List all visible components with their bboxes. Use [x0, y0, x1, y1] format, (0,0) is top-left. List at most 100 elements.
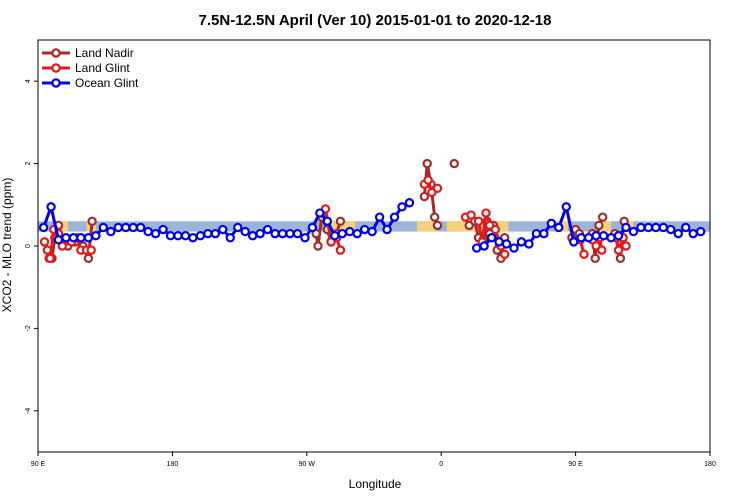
- data-point: [150, 228, 161, 239]
- data-point: [466, 210, 476, 220]
- legend-item: Ocean Glint: [42, 76, 139, 90]
- data-point: [87, 216, 97, 226]
- data-point: [322, 216, 333, 226]
- x-tick-label: 180: [704, 461, 716, 468]
- data-point: [335, 245, 346, 255]
- data-point: [681, 222, 691, 233]
- data-point: [597, 212, 608, 222]
- data-point: [432, 220, 443, 231]
- data-point: [591, 230, 601, 241]
- data-point: [531, 228, 542, 239]
- data-point: [121, 222, 131, 233]
- data-point: [432, 183, 443, 194]
- data-point: [39, 237, 50, 247]
- data-point: [367, 226, 377, 237]
- data-point: [621, 222, 631, 233]
- data-point: [597, 245, 607, 255]
- data-point: [569, 237, 579, 247]
- data-point: [83, 253, 94, 264]
- data-point: [501, 239, 512, 249]
- series-ocean-glint: [38, 198, 706, 253]
- data-point: [471, 243, 482, 253]
- x-tick-label: 90 E: [31, 461, 46, 468]
- data-point: [262, 224, 273, 235]
- data-point: [352, 228, 362, 239]
- data-point: [509, 243, 519, 253]
- data-point: [695, 226, 706, 237]
- y-tick-label: 2: [25, 162, 32, 166]
- data-point: [481, 208, 491, 218]
- data-point: [38, 222, 49, 233]
- data-point: [494, 237, 504, 247]
- data-point: [128, 222, 138, 233]
- legend-swatch-marker: [51, 78, 61, 88]
- data-point: [337, 228, 347, 239]
- legend-label: Land Nadir: [75, 46, 134, 60]
- data-point: [422, 158, 432, 169]
- data-point: [233, 222, 243, 233]
- land-region: [416, 221, 438, 232]
- data-point: [315, 208, 325, 218]
- data-point: [45, 253, 55, 264]
- data-point: [613, 245, 624, 255]
- x-tick-label: 0: [439, 461, 443, 468]
- data-point: [606, 233, 616, 243]
- data-point: [486, 233, 497, 243]
- data-point: [240, 226, 250, 237]
- data-point: [218, 224, 228, 235]
- x-axis-label: Longitude: [349, 477, 402, 491]
- data-point: [86, 245, 96, 255]
- data-point: [673, 228, 683, 239]
- data-point: [247, 230, 258, 241]
- legend-item: Land Nadir: [42, 46, 134, 60]
- legend-label: Ocean Glint: [75, 76, 139, 90]
- data-point: [561, 202, 571, 212]
- x-tick-label: 90 W: [299, 461, 316, 468]
- data-point: [397, 202, 407, 212]
- data-point: [404, 198, 415, 208]
- data-point: [490, 224, 501, 235]
- data-point: [113, 222, 123, 233]
- data-point: [374, 212, 385, 222]
- x-tick-label: 180: [167, 461, 179, 468]
- data-point: [429, 212, 440, 222]
- data-point: [76, 233, 86, 243]
- data-point: [135, 222, 146, 233]
- data-point: [180, 230, 191, 241]
- data-point: [313, 241, 323, 251]
- data-point: [598, 230, 609, 241]
- data-point: [292, 228, 303, 239]
- data-point: [98, 222, 109, 233]
- data-point: [621, 241, 631, 251]
- data-point: [576, 233, 586, 243]
- y-tick-label: -4: [25, 408, 32, 414]
- data-point: [270, 228, 280, 239]
- data-point: [143, 226, 153, 237]
- data-point: [300, 233, 310, 243]
- series-land-nadir: [44, 158, 629, 265]
- data-point: [165, 230, 176, 241]
- data-point: [579, 249, 589, 259]
- data-point: [615, 253, 626, 264]
- data-point: [613, 230, 624, 241]
- data-point: [643, 222, 654, 233]
- data-point: [419, 191, 430, 202]
- data-point: [423, 175, 433, 185]
- data-point: [539, 228, 549, 239]
- data-point: [285, 228, 295, 239]
- data-point: [651, 222, 661, 233]
- data-point: [61, 233, 71, 243]
- data-point: [590, 253, 600, 264]
- data-point: [583, 233, 594, 243]
- data-point: [53, 235, 64, 245]
- data-point: [46, 202, 56, 212]
- data-point: [255, 228, 265, 239]
- land-region: [446, 221, 509, 232]
- data-point: [594, 220, 604, 231]
- data-point: [83, 233, 94, 243]
- y-tick-label: 4: [25, 79, 32, 83]
- legend-label: Land Glint: [75, 61, 130, 75]
- data-point: [479, 241, 489, 251]
